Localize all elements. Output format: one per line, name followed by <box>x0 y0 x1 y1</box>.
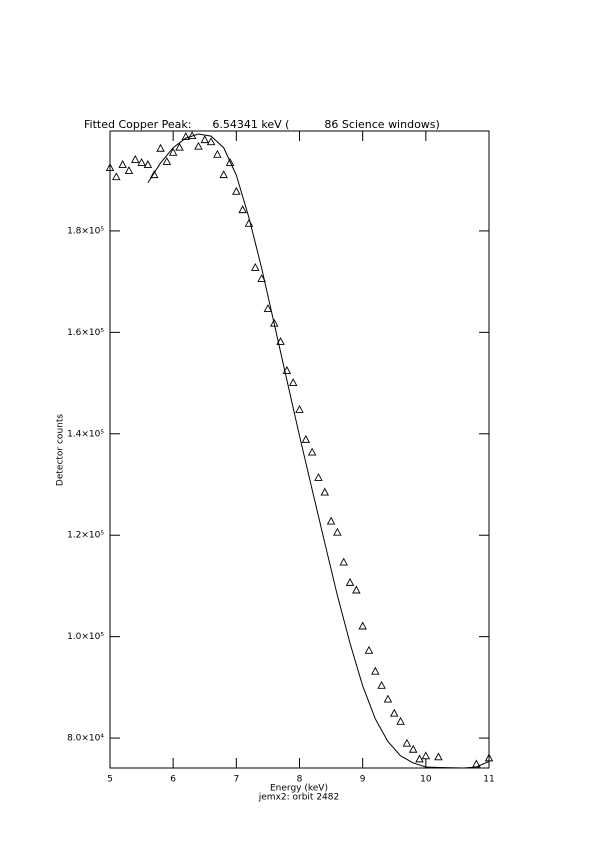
data-point <box>364 645 374 654</box>
data-point <box>421 751 431 760</box>
data-point <box>383 694 393 703</box>
fit-line <box>147 133 490 769</box>
data-point <box>238 205 247 214</box>
data-point <box>389 708 399 717</box>
data-point <box>371 666 380 675</box>
y-tick-label: 1.2×10⁵ <box>67 531 104 541</box>
x-tick-label: 9 <box>360 775 366 785</box>
data-point <box>149 170 159 179</box>
y-axis-label: Detector counts <box>56 414 66 486</box>
data-point <box>288 378 298 387</box>
data-point <box>333 527 342 536</box>
x-tick-label: 8 <box>297 775 303 785</box>
data-point <box>276 337 285 345</box>
y-tick-label: 8.0×10⁴ <box>67 734 104 744</box>
data-point <box>105 163 115 171</box>
data-point <box>131 154 140 163</box>
data-point <box>269 318 279 327</box>
data-point <box>339 557 348 566</box>
data-point <box>213 149 222 158</box>
data-point <box>156 143 165 152</box>
data-point <box>320 487 330 496</box>
x-axis-label: Energy (keV) <box>270 784 328 794</box>
data-point <box>206 137 216 146</box>
data-point <box>295 404 304 413</box>
x-tick-label: 7 <box>233 775 239 785</box>
data-point <box>263 304 273 312</box>
data-point <box>484 753 494 762</box>
y-tick-label: 1.0×10⁵ <box>67 632 104 642</box>
data-point <box>415 754 424 763</box>
chart-title: Fitted Copper Peak: 6.54341 keV ( 86 Sci… <box>84 118 440 131</box>
data-point <box>377 680 386 689</box>
data-point <box>301 434 311 443</box>
data-point <box>345 577 355 586</box>
y-tick-label: 1.8×10⁵ <box>67 226 104 236</box>
data-point <box>118 160 127 168</box>
y-tick-label: 1.6×10⁵ <box>67 328 104 338</box>
x-tick-label: 5 <box>107 775 113 785</box>
data-point <box>219 170 228 179</box>
data-point <box>225 158 235 166</box>
data-point <box>232 186 241 195</box>
data-point <box>162 156 172 165</box>
data-point <box>314 472 323 481</box>
data-point <box>326 516 336 525</box>
x-tick-label: 6 <box>170 775 176 785</box>
x-tick-label: 10 <box>420 775 432 785</box>
data-point <box>143 160 153 168</box>
data-point <box>396 716 405 725</box>
data-point <box>251 262 260 271</box>
data-point <box>257 274 266 283</box>
data-point <box>175 142 184 151</box>
data-point <box>181 132 191 141</box>
data-point <box>194 141 203 150</box>
data-point <box>307 447 317 456</box>
data-point <box>402 738 412 747</box>
data-point <box>168 147 178 156</box>
data-point <box>200 135 210 144</box>
data-point <box>352 585 361 594</box>
x-tick-label: 11 <box>483 775 494 785</box>
data-point <box>358 621 367 630</box>
data-point <box>434 752 443 761</box>
y-tick-label: 1.4×10⁵ <box>67 429 104 439</box>
data-point <box>124 166 134 175</box>
data-point <box>137 158 146 166</box>
data-point <box>112 172 121 181</box>
data-point <box>408 744 418 753</box>
caption: jemx2: orbit 2482 <box>258 793 339 803</box>
